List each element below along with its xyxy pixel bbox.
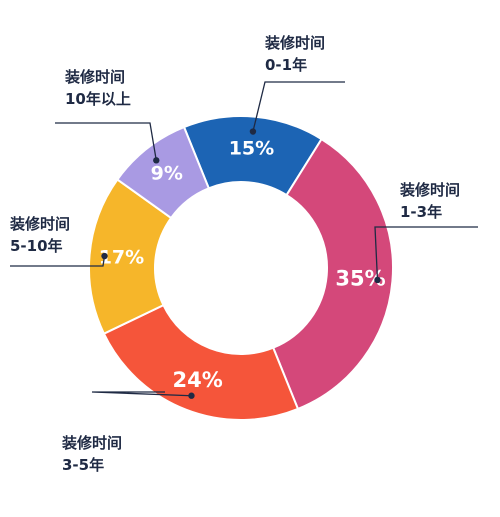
category-callouts: 装修时间0-1年装修时间1-3年装修时间3-5年装修时间5-10年装修时间10年…: [9, 34, 478, 474]
callout-label-line2-3: 5-10年: [10, 237, 63, 255]
callout-2: 装修时间 3-5年: [61, 391, 195, 474]
callout-1: 装修时间 1-3年: [374, 181, 478, 284]
callout-label-line1-1: 装修时间: [399, 181, 460, 199]
callout-label-line1-4: 装修时间: [64, 68, 125, 86]
callout-4: 装修时间 10年以上: [55, 68, 160, 164]
callout-leader-1: [374, 226, 478, 280]
callout-leader-4: [55, 122, 157, 161]
donut-slice-2: [102, 303, 300, 421]
callout-leader-3: [10, 255, 106, 267]
callout-label-line2-2: 3-5年: [62, 456, 104, 474]
callout-0: 装修时间 0-1年: [249, 34, 345, 135]
donut-slice-1: [271, 137, 394, 411]
slice-value-label-0: 15%: [229, 137, 274, 159]
callout-3: 装修时间 5-10年: [9, 215, 108, 267]
callout-label-line2-0: 0-1年: [265, 56, 307, 74]
callout-dot-3: [101, 252, 108, 260]
callout-label-line1-0: 装修时间: [264, 34, 325, 52]
donut-slices: [88, 115, 394, 421]
slice-value-label-3: 17%: [99, 247, 144, 269]
callout-label-line1-3: 装修时间: [9, 215, 70, 233]
callout-leader-0: [252, 81, 345, 132]
callout-leader-2: [91, 391, 192, 397]
slice-value-label-2: 24%: [172, 368, 222, 392]
callout-label-line1-2: 装修时间: [61, 434, 122, 452]
donut-slice-4: [116, 125, 211, 220]
callout-label-line2-1: 1-3年: [400, 203, 442, 221]
slice-value-label-4: 9%: [151, 163, 183, 185]
callout-label-line2-4: 10年以上: [65, 90, 131, 108]
